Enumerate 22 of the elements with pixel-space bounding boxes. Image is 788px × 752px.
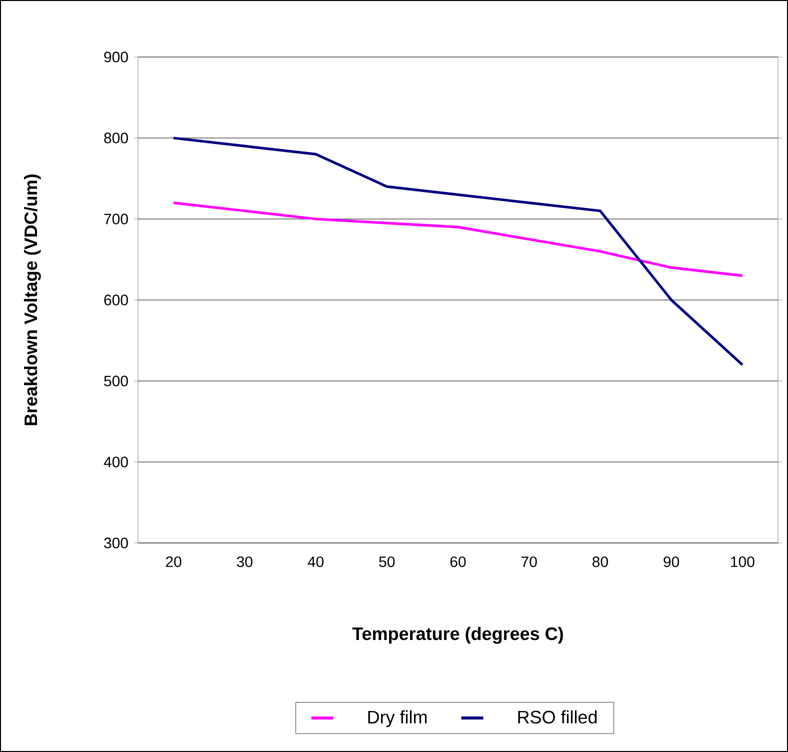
- y-tick-label: 900: [104, 52, 128, 62]
- x-tick-label: 100: [731, 556, 754, 568]
- y-tick-label: 400: [104, 456, 128, 468]
- y-tick-label: 300: [104, 538, 128, 548]
- y-tick-label: 700: [104, 214, 128, 224]
- line-series: [172, 136, 744, 366]
- x-tick-label: 40: [308, 556, 324, 568]
- line-series: [172, 201, 744, 277]
- legend-label: Dry film: [368, 710, 427, 728]
- x-tick-label: 20: [166, 556, 182, 568]
- y-tick-label: 800: [104, 132, 128, 144]
- y-tick-label: 500: [104, 376, 128, 386]
- x-tick-label: 30: [236, 556, 252, 568]
- x-tick-label: 80: [592, 556, 608, 568]
- y-axis-title: Breakdown Voltage (VDC/um): [24, 174, 41, 426]
- x-tick-label: 90: [664, 556, 680, 568]
- x-axis-title: Temperature (degrees C): [352, 626, 563, 644]
- y-tick-label: 600: [104, 294, 128, 306]
- x-tick-label: 50: [379, 556, 395, 568]
- x-tick-label: 70: [522, 556, 537, 568]
- x-tick-label: 60: [450, 556, 466, 568]
- legend-label: RSO filled: [518, 710, 597, 724]
